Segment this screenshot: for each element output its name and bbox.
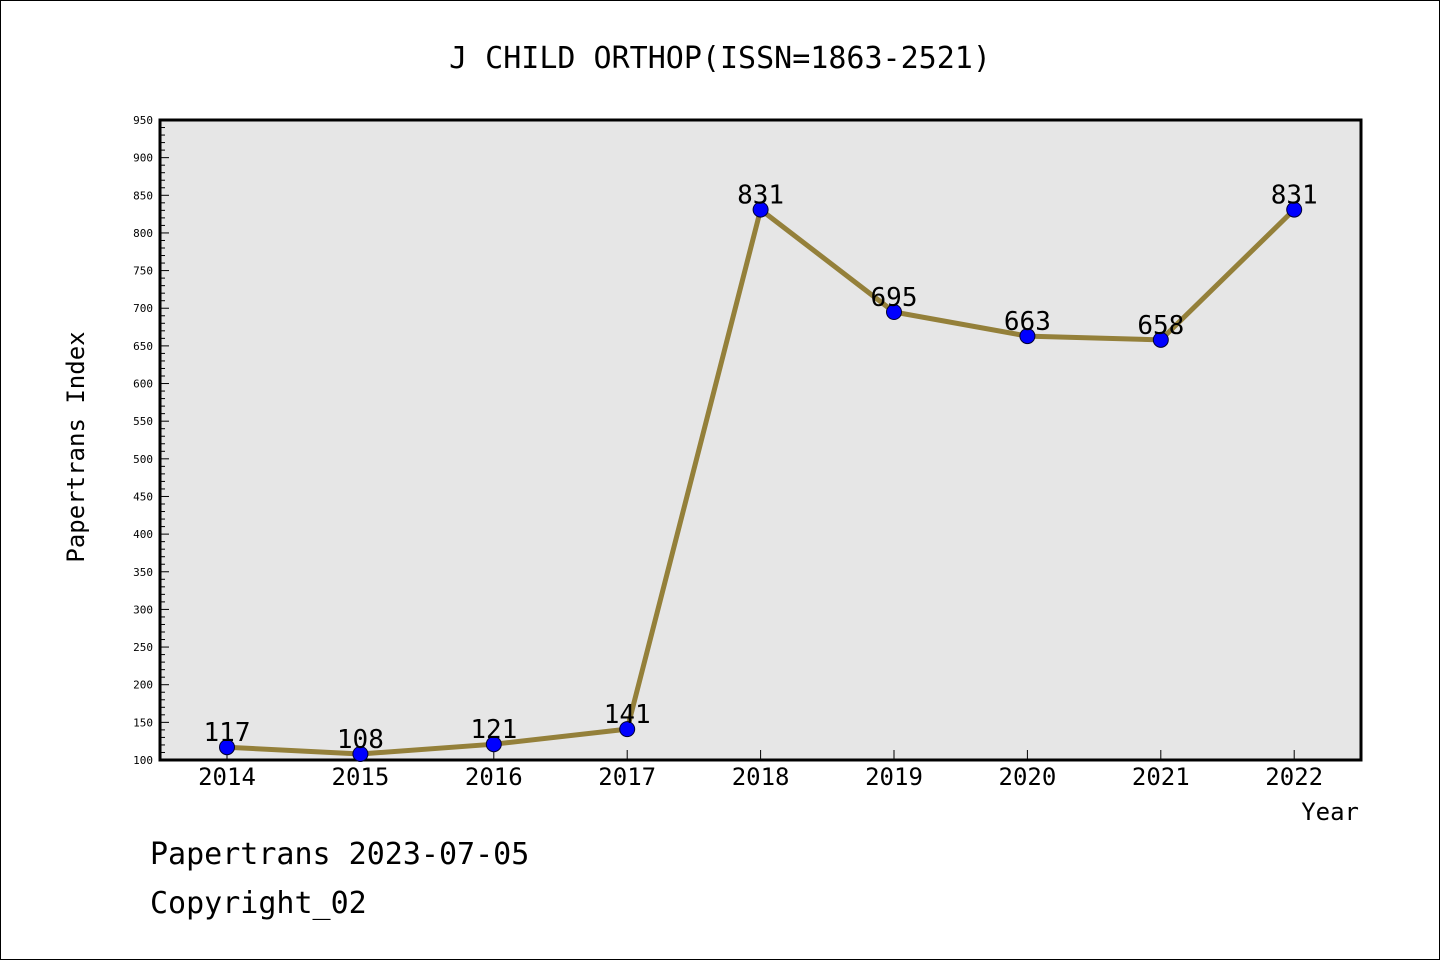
- data-point: [1019, 328, 1036, 345]
- y-tick-label: 350: [133, 566, 153, 579]
- x-tick-label: 2021: [1132, 763, 1190, 791]
- data-label: 121: [470, 715, 517, 745]
- x-tick-label: 2017: [598, 763, 656, 791]
- plot-area: [158, 118, 1363, 762]
- y-tick-label: 700: [133, 302, 153, 315]
- y-tick-label: 600: [133, 378, 153, 391]
- data-label: 695: [871, 283, 918, 313]
- data-label: 663: [1004, 307, 1051, 337]
- chart-title: J CHILD ORTHOP(ISSN=1863-2521): [449, 41, 991, 76]
- data-label: 831: [1271, 181, 1318, 211]
- x-tick-label: 2015: [332, 763, 390, 791]
- x-tick-label: 2022: [1265, 763, 1323, 791]
- data-label: 141: [604, 700, 651, 730]
- x-tick-label: 2014: [198, 763, 256, 791]
- data-point: [219, 739, 235, 756]
- data-label: 108: [337, 725, 384, 755]
- y-tick-label: 150: [133, 716, 153, 729]
- footer-date: Papertrans 2023-07-05: [150, 837, 529, 872]
- x-tick-label: 2016: [465, 763, 523, 791]
- data-label: 831: [737, 181, 784, 211]
- y-tick-label: 750: [133, 265, 153, 278]
- x-tick-label: 2020: [999, 763, 1057, 791]
- y-tick-label: 450: [133, 490, 153, 503]
- y-tick-label: 850: [133, 189, 153, 202]
- y-tick-label: 550: [133, 415, 153, 428]
- data-point: [1286, 201, 1303, 218]
- data-point: [886, 304, 902, 320]
- y-tick-label: 100: [133, 754, 153, 767]
- y-tick-label: 900: [133, 152, 153, 165]
- y-tick-label: 300: [133, 603, 153, 616]
- x-axis-title: Year: [1301, 798, 1359, 826]
- footer-copyright: Copyright_02: [150, 886, 367, 921]
- data-point: [1152, 331, 1169, 348]
- y-tick-label: 400: [133, 528, 153, 541]
- y-axis-title: Papertrans Index: [62, 331, 90, 562]
- series-line-group: [219, 201, 1303, 762]
- y-tick-label: 500: [133, 453, 153, 466]
- x-axis: 2014 2015 2016 2017 2018 2019 2020 2021 2022: [198, 750, 1323, 791]
- data-point: [619, 721, 636, 738]
- data-point: [352, 745, 369, 762]
- y-tick-label: 800: [133, 227, 153, 240]
- y-axis: 100 150 200 250 300 350 400 450 500 550 600 650 700 7…: [133, 114, 169, 767]
- data-label: 117: [204, 718, 251, 748]
- data-point: [752, 201, 769, 218]
- x-tick-label: 2018: [732, 763, 790, 791]
- data-label-group: 117 108 121 141 831 695 663 658 831: [204, 181, 1318, 755]
- data-point: [485, 736, 502, 753]
- y-tick-label: 250: [133, 641, 153, 654]
- y-tick-label: 650: [133, 340, 153, 353]
- y-tick-label: 950: [133, 114, 153, 127]
- y-tick-label: 200: [133, 679, 153, 692]
- data-label: 658: [1137, 311, 1184, 341]
- x-tick-label: 2019: [865, 763, 923, 791]
